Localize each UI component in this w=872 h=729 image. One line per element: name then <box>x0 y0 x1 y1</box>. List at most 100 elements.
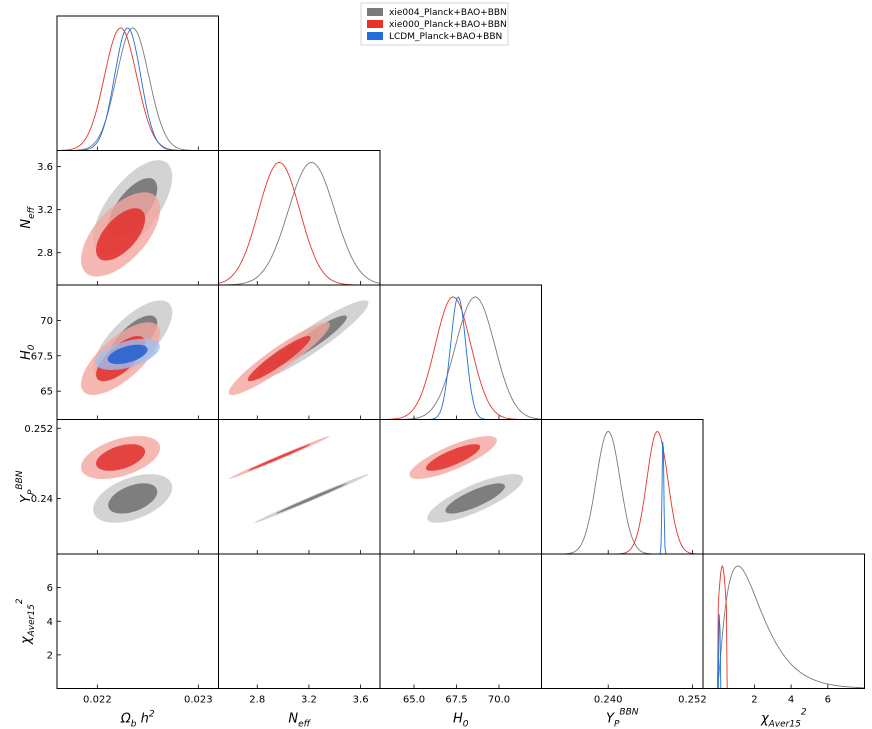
y-tick-label: 2.8 <box>37 248 53 259</box>
x-axis-label-h0-sub: 0 <box>463 720 469 729</box>
panel-h0-chi2: 65.0 67.5 70.0 <box>379 553 542 706</box>
marginal-omb-LCDM_Planck+BAO+BBN <box>57 27 219 151</box>
panel-omb-neff: 2.8 3.2 3.6 <box>37 150 219 286</box>
panel-frame <box>218 419 381 555</box>
y-axis-label-neff-base: N <box>19 219 34 229</box>
x-axis-label-omb: Ωb h2 <box>120 710 155 729</box>
x-tick-label: 0.240 <box>594 695 623 706</box>
contour-68-h0-yp <box>426 444 481 471</box>
x-axis-label-chi2-sub: Aver15 <box>768 720 801 729</box>
legend-label-xie004: xie004_Planck+BAO+BBN <box>389 8 507 18</box>
panel-neff-neff <box>218 150 381 286</box>
contour-68-omb-neff <box>96 208 146 261</box>
x-axis-label-chi2: χAver152 <box>760 708 807 729</box>
panel-content <box>228 300 369 395</box>
x-axis-label-neff: Neff <box>288 712 311 729</box>
x-tick-label: 70.0 <box>488 695 510 706</box>
x-axis-label-chi2-base: χ <box>760 712 770 727</box>
marginal-omb-xie000_Planck+BAO+BBN <box>57 27 219 151</box>
panel-content <box>380 296 542 420</box>
y-tick-label: 3.2 <box>37 205 53 216</box>
x-axis-label-omb-base: Ω <box>120 712 131 727</box>
panel-frame <box>56 553 219 689</box>
x-tick-label: 2.8 <box>249 695 265 706</box>
y-tick-label: 3.6 <box>37 162 53 173</box>
x-tick-label: 67.5 <box>445 695 467 706</box>
panel-frame <box>56 15 219 151</box>
y-tick-label: 6 <box>47 583 53 594</box>
x-axis-label-yp-base: Y <box>606 712 615 727</box>
marginal-chi2-xie004_Planck+BAO+BBN <box>703 565 865 689</box>
y-tick-label: 0.24 <box>31 494 53 505</box>
x-tick-label: 0.252 <box>678 695 707 706</box>
panel-content <box>703 564 865 689</box>
panel-h0-h0 <box>379 284 542 420</box>
marginal-chi2-xie000_Planck+BAO+BBN <box>703 564 865 689</box>
x-tick-label: 65.0 <box>403 695 425 706</box>
x-axis-label-h0: H0 <box>453 712 469 729</box>
panel-omb-yp: 0.24 0.252 <box>24 419 219 555</box>
panel-content <box>541 431 703 554</box>
legend-swatch-xie004 <box>367 8 383 16</box>
x-axis-label-yp-sub: P <box>614 720 620 729</box>
y-tick-label: 70 <box>40 316 53 327</box>
contour-68-omb-h0 <box>107 344 148 365</box>
marginal-h0-xie000_Planck+BAO+BBN <box>380 296 542 420</box>
y-tick-label: 2 <box>47 650 53 661</box>
panel-yp-yp <box>541 419 704 555</box>
legend-swatch-lcdm <box>367 32 383 40</box>
x-tick-label: 3.6 <box>353 695 369 706</box>
x-axis-label-neff-base: N <box>288 712 298 727</box>
marginal-omb-xie004_Planck+BAO+BBN <box>57 27 219 151</box>
legend-swatch-xie000 <box>367 20 383 28</box>
x-tick-label: 3.2 <box>301 695 317 706</box>
y-axis-label-neff-sub: eff <box>27 205 37 219</box>
x-tick-label: 6 <box>825 695 831 706</box>
y-axis-label-yp-sub: P <box>27 489 37 495</box>
x-tick-label: 4 <box>788 695 794 706</box>
contour-68-omb-yp <box>108 483 158 514</box>
contour-68-neff-h0 <box>247 336 311 382</box>
marginal-yp-xie004_Planck+BAO+BBN <box>541 431 703 554</box>
y-axis-labels: Neff H0 YPBBN χAver152 <box>15 205 37 645</box>
panel-content <box>228 436 369 523</box>
marginal-h0-xie004_Planck+BAO+BBN <box>380 296 542 420</box>
panel-neff-yp <box>218 419 381 555</box>
y-axis-label-h0: H0 <box>19 344 37 360</box>
x-axis-label-omb-tail: h <box>137 712 149 727</box>
contour-68-h0-yp <box>445 483 505 514</box>
panel-content <box>81 300 173 395</box>
panel-omb-omb <box>56 15 219 151</box>
panel-frame <box>379 553 542 689</box>
y-tick-label: 65 <box>40 387 53 398</box>
x-tick-label: 0.022 <box>83 695 112 706</box>
panel-omb-h0: 65 67.5 70 <box>31 284 219 420</box>
y-axis-label-yp: YPBBN <box>15 470 37 503</box>
y-axis-label-chi2: χAver152 <box>15 598 37 645</box>
y-axis-label-h0-sub: 0 <box>27 344 37 350</box>
contour-68-neff-yp <box>247 444 311 471</box>
panel-content <box>81 436 173 523</box>
panel-frame <box>541 553 704 689</box>
legend-label-lcdm: LCDM_Planck+BAO+BBN <box>389 32 502 42</box>
x-axis-labels: Ωb h2 Neff H0 YP BBN χAver152 <box>120 708 807 729</box>
legend-label-xie000: xie000_Planck+BAO+BBN <box>389 20 507 30</box>
panel-frame <box>541 419 704 555</box>
contour-68-neff-yp <box>276 483 347 514</box>
y-tick-label: 0.252 <box>24 424 53 435</box>
marginal-neff-xie000_Planck+BAO+BBN <box>218 162 380 285</box>
panel-frame <box>702 553 865 689</box>
panel-omb-chi2: 0.022 0.023 2 4 6 <box>47 553 219 706</box>
marginal-neff-xie004_Planck+BAO+BBN <box>218 162 380 285</box>
y-axis-label-yp-base: Y <box>19 494 34 503</box>
panel-h0-yp <box>379 419 542 555</box>
y-axis-label-h0-base: H <box>19 350 34 360</box>
panel-chi2-chi2: 2 4 6 <box>702 553 865 706</box>
marginal-h0-LCDM_Planck+BAO+BBN <box>380 296 542 420</box>
x-axis-label-yp-sup: BBN <box>619 708 638 718</box>
panel-content <box>409 436 524 523</box>
x-tick-label: 2 <box>751 695 757 706</box>
x-axis-label-yp: YP BBN <box>606 708 639 729</box>
